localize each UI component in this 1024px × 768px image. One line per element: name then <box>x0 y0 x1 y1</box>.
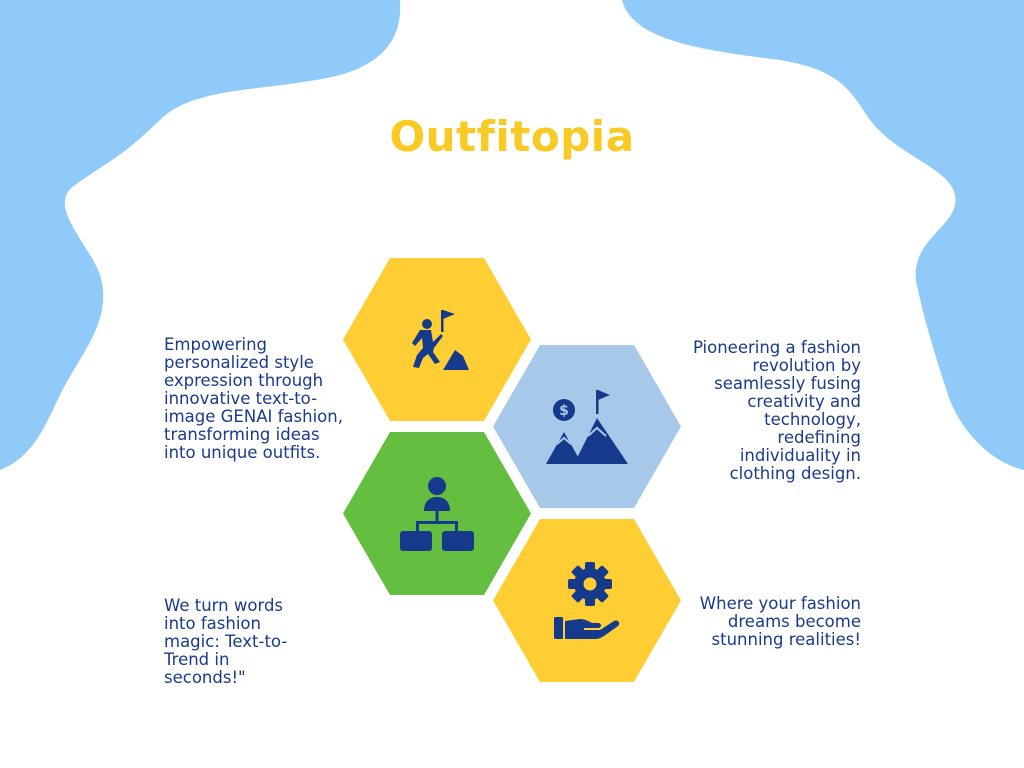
blurb-top-left: Empowering personalized style expression… <box>164 335 343 462</box>
blurb-bottom-right: Where your fashion dreams become stunnin… <box>699 594 861 649</box>
page-title: Outfitopia <box>389 112 635 161</box>
hierarchy-icon <box>400 476 474 551</box>
mountain-goal-icon: $ <box>546 389 628 464</box>
blurb-bottom-left: We turn words into fashion magic: Text-t… <box>164 596 288 687</box>
blurb-top-right: Pioneering a fashion revolution by seaml… <box>692 338 861 483</box>
climber-flag-icon <box>412 309 469 370</box>
gear-hand-icon <box>554 561 620 639</box>
svg-text:$: $ <box>559 403 569 419</box>
hexagon-top-left <box>343 258 531 421</box>
hexagon-middle-left <box>343 432 531 595</box>
